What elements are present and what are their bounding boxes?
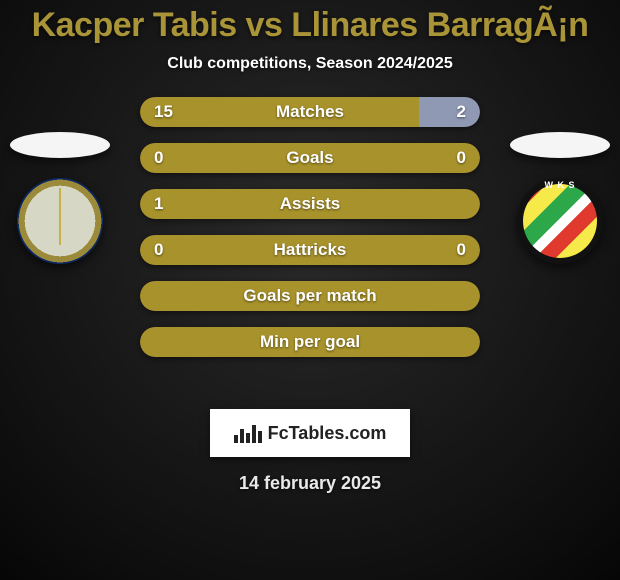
stat-label: Assists — [140, 189, 480, 219]
stat-value-right: 0 — [457, 143, 466, 173]
brand-text: FcTables.com — [268, 423, 387, 444]
page-title: Kacper Tabis vs Llinares BarragÃ¡n — [0, 0, 620, 45]
comparison-arena: W K S Matches152Goals00Assists1Hattricks… — [0, 97, 620, 397]
card: Kacper Tabis vs Llinares BarragÃ¡n Club … — [0, 0, 620, 580]
brand-box: FcTables.com — [210, 409, 410, 457]
player-left-platform — [10, 132, 110, 158]
stat-row: Min per goal — [140, 327, 480, 357]
stat-row: Matches15 2 — [140, 97, 480, 127]
stat-value-left: 0 — [154, 235, 163, 265]
stat-value-left: 0 — [154, 143, 163, 173]
stat-label: Goals — [140, 143, 480, 173]
stat-value-right: 2 — [457, 97, 466, 127]
stat-row: Hattricks0 0 — [140, 235, 480, 265]
stat-row: Goals per match — [140, 281, 480, 311]
subtitle: Club competitions, Season 2024/2025 — [0, 55, 620, 73]
club-crest-left — [17, 178, 103, 264]
stat-bars: Matches152Goals00Assists1Hattricks00Goal… — [140, 97, 480, 373]
stat-value-left: 15 — [154, 97, 173, 127]
stat-label: Matches — [140, 97, 480, 127]
brand-chart-icon — [234, 423, 262, 443]
stat-label: Hattricks — [140, 235, 480, 265]
stat-label: Goals per match — [140, 281, 480, 311]
player-left — [0, 132, 120, 264]
crest-right-band: W K S — [545, 180, 576, 190]
player-right-platform — [510, 132, 610, 158]
stat-row: Goals0 0 — [140, 143, 480, 173]
stat-label: Min per goal — [140, 327, 480, 357]
player-right: W K S — [500, 132, 620, 264]
club-crest-right: W K S — [517, 178, 603, 264]
stat-row: Assists1 — [140, 189, 480, 219]
stat-value-left: 1 — [154, 189, 163, 219]
stat-value-right: 0 — [457, 235, 466, 265]
crest-right-stripes — [523, 184, 597, 258]
date-text: 14 february 2025 — [0, 473, 620, 494]
